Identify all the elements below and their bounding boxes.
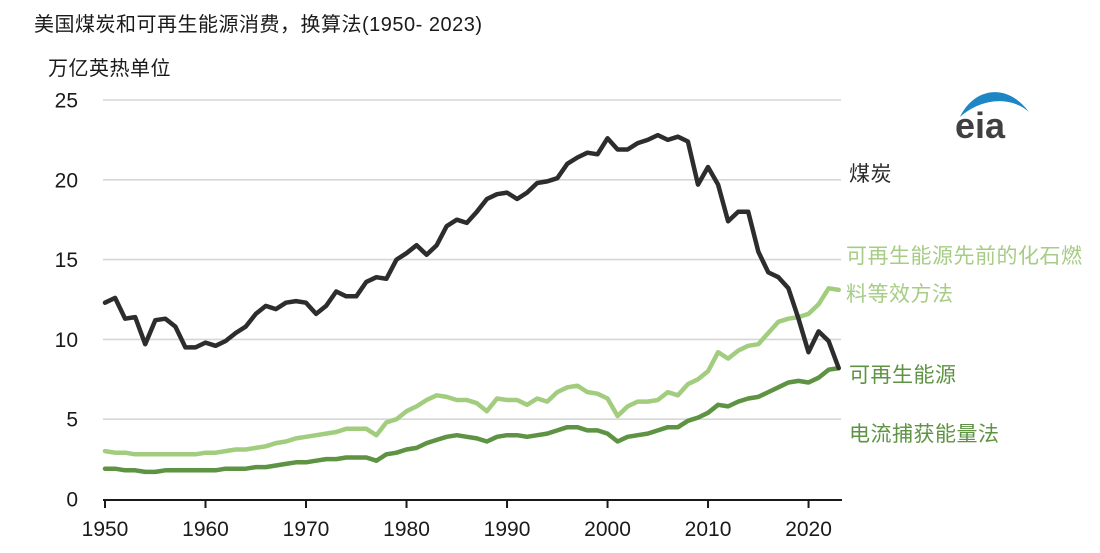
x-tick-label-2000: 2000 [584,518,631,541]
x-tick-label-1960: 1960 [182,518,229,541]
y-tick-label-5: 5 [66,409,78,432]
series-line-1 [102,286,841,457]
x-tick-label-2020: 2020 [785,518,832,541]
x-tick-label-1980: 1980 [383,518,430,541]
x-tick-label-1970: 1970 [283,518,330,541]
x-tick-label-1950: 1950 [82,518,129,541]
series-label-coal: 煤炭 [849,163,892,186]
eia-logo: eia [953,86,1033,146]
series-line-2 [102,365,841,475]
y-tick-label-0: 0 [66,489,78,512]
eia-logo-swoosh [960,92,1029,117]
y-tick-label-10: 10 [55,329,78,352]
y-tick-label-20: 20 [55,169,78,192]
y-tick-label-25: 25 [55,90,78,113]
series-label-ffe-line2: 料等效方法 [846,283,954,306]
y-axis-tick-labels: 0 5 10 15 20 25 [55,90,78,512]
x-tick-label-1990: 1990 [484,518,531,541]
series-line-0 [102,132,841,371]
x-tick-label-2010: 2010 [685,518,732,541]
series-label-fossil-fuel-equivalence-method: 可再生能源先前的化石燃 料等效方法 [846,238,1083,314]
series-label-renewables: 可再生能源 [849,364,957,387]
gridlines [103,99,841,421]
chart-title: 美国煤炭和可再生能源消费，换算法(1950- 2023) [34,14,483,36]
x-axis: 1950 1960 1970 1980 1990 2000 2010 2020 [82,499,842,541]
series-label-captured-energy-method: 电流捕获能量法 [849,423,1000,446]
y-axis-units-label: 万亿英热单位 [48,58,171,80]
eia-logo-text: eia [955,105,1006,144]
series-label-ffe-line1: 可再生能源先前的化石燃 [846,245,1083,268]
y-tick-label-15: 15 [55,249,78,272]
